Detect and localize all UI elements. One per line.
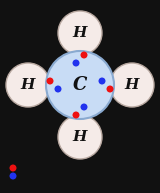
- Circle shape: [55, 85, 61, 92]
- Circle shape: [107, 85, 113, 92]
- Circle shape: [47, 78, 53, 85]
- Circle shape: [72, 112, 80, 119]
- Circle shape: [80, 103, 88, 111]
- Text: C: C: [73, 76, 87, 94]
- Circle shape: [99, 78, 105, 85]
- Text: H: H: [73, 130, 87, 144]
- Circle shape: [9, 173, 16, 179]
- Text: H: H: [125, 78, 139, 92]
- Circle shape: [110, 63, 154, 107]
- Text: H: H: [73, 26, 87, 40]
- Circle shape: [9, 164, 16, 172]
- Circle shape: [6, 63, 50, 107]
- Text: H: H: [21, 78, 35, 92]
- Circle shape: [72, 59, 80, 67]
- Circle shape: [58, 11, 102, 55]
- Circle shape: [58, 115, 102, 159]
- Circle shape: [80, 52, 88, 58]
- Circle shape: [46, 51, 114, 119]
